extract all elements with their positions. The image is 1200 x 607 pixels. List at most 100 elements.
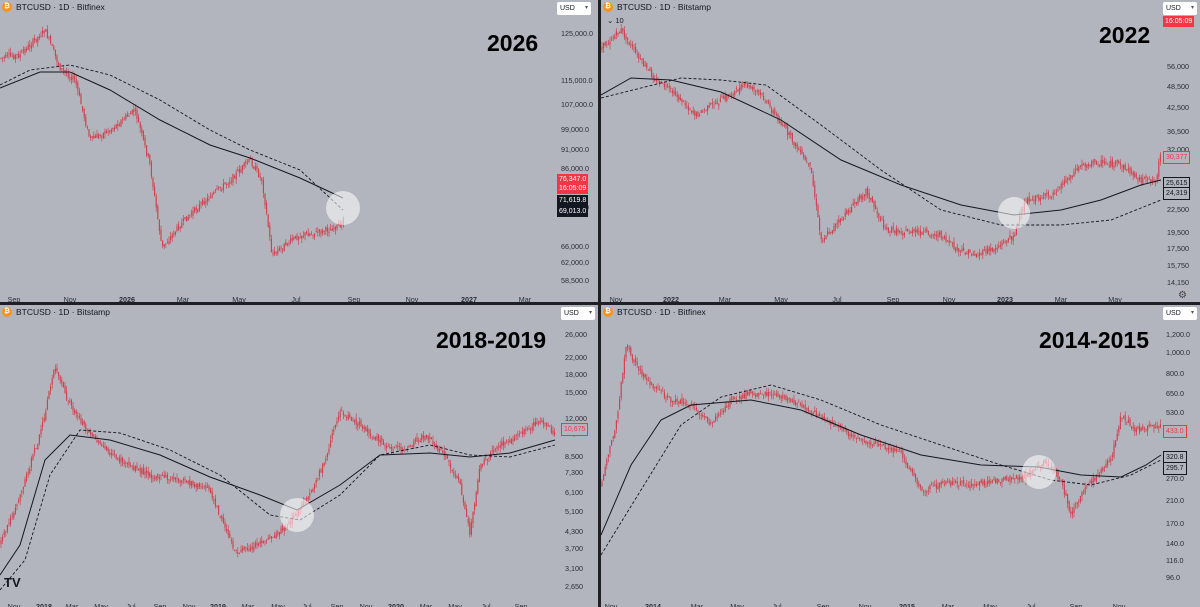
candle-body [622, 27, 624, 32]
candle-body [993, 478, 995, 480]
candle-body [306, 498, 308, 501]
candle-body [819, 413, 821, 416]
candle-body [659, 389, 661, 391]
symbol-header[interactable]: ₿ BTCUSD · 1D · Bitfinex [603, 307, 706, 317]
currency-selector[interactable]: USD ▾ [557, 2, 591, 15]
candle-body [246, 162, 248, 164]
candle-body [633, 47, 635, 49]
chart-panel-2022[interactable]: ₿ BTCUSD · 1D · Bitstamp ⌄ 10 USD ▾ 16:05… [601, 0, 1200, 302]
candle-body [138, 116, 140, 123]
candle-body [756, 90, 758, 92]
candle-body [707, 416, 709, 422]
candle-body [1089, 164, 1091, 167]
candle-body [45, 410, 47, 420]
symbol-header[interactable]: ₿ BTCUSD · 1D · Bitstamp [603, 2, 711, 12]
candle-body [251, 546, 253, 549]
price-chart-2018-2019[interactable] [0, 305, 598, 607]
candle-body [665, 85, 667, 87]
candle-body [50, 386, 52, 391]
candle-body [923, 231, 925, 233]
candle-body [1068, 501, 1070, 511]
price-chart-2022[interactable] [601, 0, 1200, 302]
chart-panel-2014-2015[interactable]: ₿ BTCUSD · 1D · Bitfinex USD ▾ 2014-2015 … [601, 305, 1200, 607]
tradingview-logo-icon[interactable]: TV [4, 575, 21, 590]
candle-body [1031, 198, 1033, 200]
candle-body [697, 410, 699, 414]
candle-body [211, 194, 213, 198]
candle-body [259, 176, 261, 178]
candle-body [889, 448, 891, 450]
candle-body [37, 36, 39, 42]
candle-body [878, 213, 880, 218]
candle-body [1123, 164, 1125, 169]
candle-body [184, 478, 186, 480]
candle-body [1084, 487, 1086, 493]
y-tick-label: 650.0 [1166, 389, 1184, 398]
price-chart-2014-2015[interactable] [601, 305, 1200, 607]
candle-body [1047, 192, 1049, 196]
chart-panel-2026[interactable]: ₿ BTCUSD · 1D · Bitfinex USD ▾ 2026 125,0… [0, 0, 598, 302]
candle-body [806, 408, 808, 410]
candle-body [847, 431, 849, 437]
x-tick-label: Nov [942, 295, 956, 302]
x-tick-label: May [271, 602, 285, 607]
candle-body [678, 95, 680, 100]
gear-icon[interactable]: ⚙ [1178, 290, 1187, 301]
candle-body [459, 479, 461, 485]
candle-body [158, 477, 160, 480]
candle-body [499, 445, 501, 448]
candle-body [780, 396, 782, 399]
currency-selector[interactable]: USD ▾ [561, 307, 595, 320]
candle-body [309, 493, 311, 496]
candle-body [224, 522, 226, 528]
candle-body [923, 490, 925, 492]
price-chart-2026[interactable] [0, 0, 598, 302]
currency-selector[interactable]: USD ▾ [1163, 307, 1197, 320]
candle-body [942, 481, 944, 484]
candle-body [734, 90, 736, 96]
candle-body [1103, 468, 1105, 470]
candle-body [1116, 433, 1118, 441]
x-tick-label: Sep [886, 295, 900, 302]
candle-body [1083, 493, 1085, 494]
currency-selector[interactable]: USD ▾ [1163, 2, 1197, 15]
symbol-header[interactable]: ₿ BTCUSD · 1D · Bitstamp [2, 307, 110, 317]
x-tick-label: Sep [816, 602, 830, 607]
chart-panel-2018-2019[interactable]: ₿ BTCUSD · 1D · Bitstamp USD ▾ 2018-2019 … [0, 305, 598, 607]
candle-body [216, 188, 218, 190]
candle-body [683, 402, 685, 404]
candle-body [1044, 193, 1046, 196]
candle-body [710, 103, 712, 105]
bitcoin-icon: ₿ [2, 2, 12, 12]
candle-body [747, 83, 749, 88]
candle-body [902, 450, 904, 459]
candle-body [643, 60, 645, 67]
candle-body [691, 405, 693, 407]
candle-body [5, 54, 7, 58]
candle-body [727, 405, 729, 407]
candle-body [168, 479, 170, 481]
candle-body [187, 480, 189, 484]
candle-body [609, 41, 611, 45]
candle-body [61, 68, 63, 70]
candle-body [1067, 494, 1069, 504]
candle-body [612, 436, 614, 439]
candle-body [948, 240, 950, 244]
x-tick-label: Nov [858, 602, 872, 607]
candle-body [43, 30, 45, 34]
candle-body [687, 106, 689, 111]
x-tick-label: Jul [291, 295, 301, 302]
candle-body [769, 102, 771, 107]
candle-body [905, 229, 907, 231]
candle-body [844, 212, 846, 217]
candle-body [908, 232, 910, 234]
candle-body [150, 474, 152, 479]
candle-body [795, 402, 797, 405]
symbol-header[interactable]: ₿ BTCUSD · 1D · Bitfinex [2, 2, 105, 12]
candle-body [534, 421, 536, 426]
candle-body [426, 434, 428, 438]
volume-indicator[interactable]: ⌄ 10 [607, 16, 624, 25]
candle-body [187, 217, 189, 221]
candle-body [750, 85, 752, 89]
candle-body [278, 247, 280, 251]
